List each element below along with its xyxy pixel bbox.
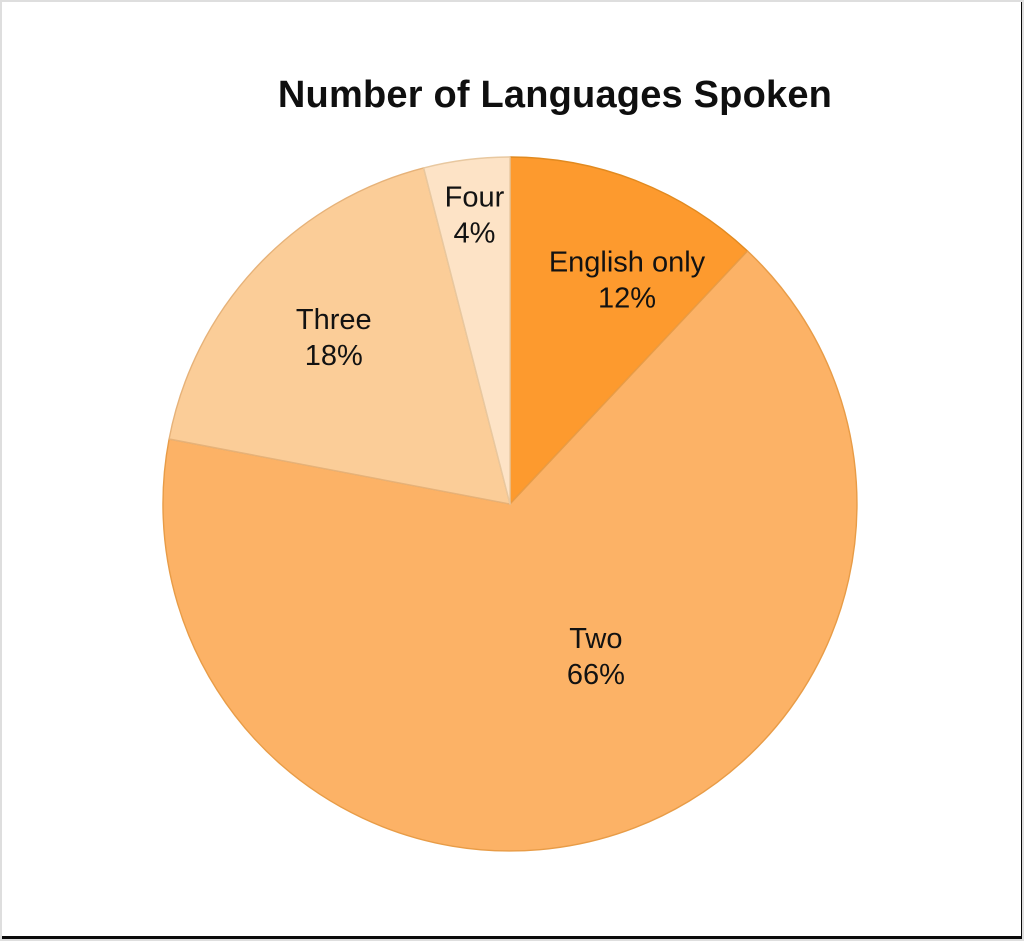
pie-slice-label-two: Two 66%: [567, 623, 625, 691]
pie-slice-english-only: [509, 156, 749, 505]
window-edge-right: [1021, 2, 1022, 939]
window-edge-bottom: [2, 936, 1022, 939]
pie-slice-label-three: Three 18%: [296, 304, 372, 372]
pie-slice-label-english-only: English only 12%: [549, 246, 706, 314]
pie-slice-three: [168, 167, 511, 505]
chart-title: Number of Languages Spoken: [277, 74, 833, 116]
pie-slice-two: [162, 250, 858, 852]
pie-slice-four: [423, 156, 511, 505]
pie-slice-label-four: Four 4%: [445, 182, 505, 250]
